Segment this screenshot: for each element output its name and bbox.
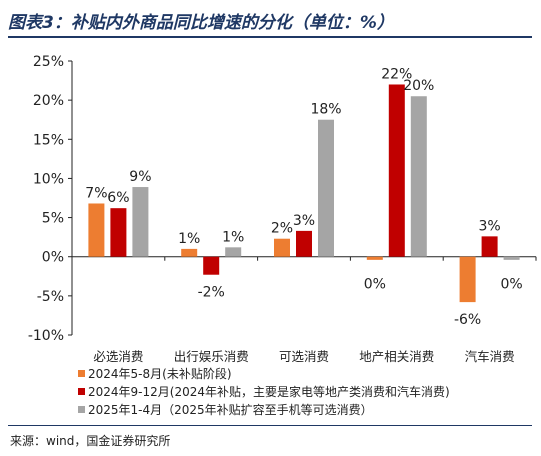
source-divider [8,425,532,426]
data-label: 18% [310,102,341,118]
data-label: -6% [454,312,481,328]
bar [366,256,383,260]
bar [274,238,290,257]
data-label: -2% [198,285,225,301]
bar [503,256,520,260]
legend-label: 2024年9-12月(2024年补贴，主要是家电等地产类消费和汽车消费) [88,384,450,399]
legend-label: 2024年5-8月(未补贴阶段) [88,366,232,381]
bar [110,208,127,257]
bar-chart: 25% 20% 15% 10% 5% 0% -5% -10% 7% 6%9% 必选消费 1% -2% 1%… [28,54,537,417]
source-note: 来源：wind，国金证券研究所 [10,434,171,448]
bar [203,256,220,275]
bar [132,187,149,257]
y-tick-label: 0% [42,250,64,266]
y-tick-label: 20% [33,93,64,109]
data-label: 22% [381,66,412,82]
data-label: 7% [85,185,107,201]
bar [388,84,405,257]
legend-swatch [78,406,85,413]
legend-label: 2025年1-4月（2025年补贴扩容至手机等可选消费） [88,402,373,417]
data-label: 3% [293,213,315,229]
category-label: 必选消费 [93,349,143,364]
y-tick-label: 25% [33,54,64,70]
data-label: 1% [178,231,200,247]
title-divider [8,36,532,38]
bar [459,256,476,303]
bar [225,247,242,257]
y-tick-label: -10% [28,328,64,344]
y-tick-label: 15% [33,132,64,148]
chart-title: 图表3：补贴内外商品同比增速的分化（单位：%） [8,13,394,33]
y-tick-label: -5% [37,289,64,305]
bar [181,248,198,257]
bar [318,119,334,257]
legend-swatch [78,388,85,395]
category-label: 可选消费 [279,349,329,364]
data-label: 2% [271,221,293,237]
data-label: 20% [403,78,434,94]
legend-swatch [78,370,85,377]
plot-area: 25% 20% 15% 10% 5% 0% -5% -10% 7% 6%9% 必选消费 1% -2% 1%… [28,54,537,364]
data-label: 0% [364,277,386,293]
data-label: 9% [129,169,151,185]
data-label: 1% [222,229,244,245]
bar [481,236,498,257]
category-label: 出行娱乐消费 [174,349,249,364]
y-tick-label: 5% [42,211,64,227]
y-tick-label: 10% [33,171,64,187]
bar [88,203,105,257]
data-label: 3% [478,218,500,234]
bar [410,96,427,257]
category-label: 汽车消费 [465,349,515,364]
data-label: 0% [500,277,522,293]
legend: 2024年5-8月(未补贴阶段) 2024年9-12月(2024年补贴，主要是家电… [78,366,450,417]
data-label: 6% [107,190,129,206]
bar [296,230,312,257]
category-label: 地产相关消费 [359,349,434,364]
